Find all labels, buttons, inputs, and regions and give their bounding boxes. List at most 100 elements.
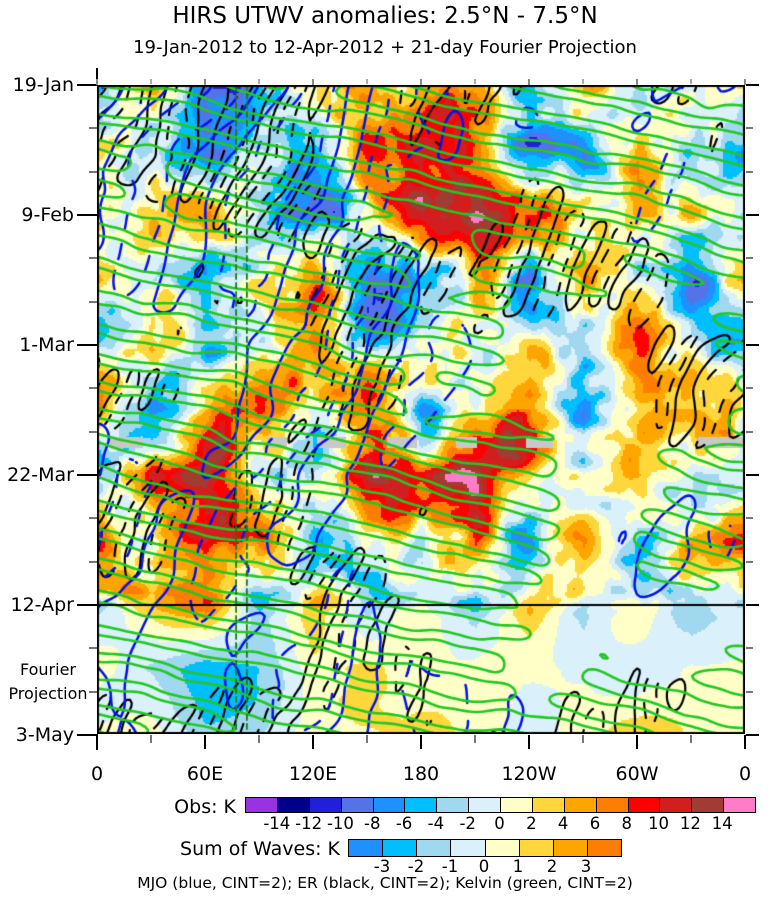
obs-colorbar-tick-label: -4 bbox=[427, 814, 445, 833]
y-major-tick-right bbox=[746, 344, 759, 346]
contour-legend-caption: MJO (blue, CINT=2); ER (black, CINT=2); … bbox=[137, 874, 633, 892]
obs-colorbar-tick-label: -10 bbox=[326, 814, 354, 833]
x-top-minor-tick bbox=[258, 79, 260, 84]
x-top-minor-tick bbox=[150, 79, 152, 84]
sum-colorbar-segment bbox=[382, 840, 417, 856]
obs-colorbar-segment bbox=[691, 798, 724, 812]
x-top-tick bbox=[636, 79, 638, 85]
x-top-minor-tick bbox=[582, 79, 584, 84]
sum-colorbar-segment bbox=[518, 840, 553, 856]
obs-colorbar-tick-label: -12 bbox=[295, 814, 323, 833]
y-major-tick-right bbox=[746, 474, 759, 476]
y-minor-tick-right bbox=[746, 300, 753, 303]
x-tick-label: 60E bbox=[186, 763, 224, 785]
sum-colorbar-segment bbox=[484, 840, 519, 856]
y-minor-tick bbox=[89, 127, 97, 130]
obs-colorbar-segment bbox=[627, 798, 660, 812]
y-minor-tick-right bbox=[746, 430, 753, 433]
y-tick-label: 1-Mar bbox=[19, 334, 74, 356]
y-tick-label: 12-Apr bbox=[10, 594, 75, 616]
x-top-minor-tick bbox=[690, 79, 692, 84]
y-major-tick bbox=[77, 84, 97, 86]
sum-colorbar-tick-label: -2 bbox=[407, 857, 425, 876]
x-major-tick bbox=[312, 735, 314, 749]
y-tick-label: 19-Jan bbox=[12, 74, 74, 96]
sum-colorbar-tick-label: 1 bbox=[512, 857, 524, 876]
y-minor-tick-right bbox=[746, 517, 753, 520]
obs-colorbar-segment bbox=[246, 798, 277, 812]
y-minor-tick-right bbox=[746, 127, 753, 130]
page-title: HIRS UTWV anomalies: 2.5°N - 7.5°N bbox=[172, 3, 598, 29]
obs-colorbar-tick-label: -8 bbox=[364, 814, 381, 833]
y-major-tick-right bbox=[746, 214, 759, 216]
obs-colorbar-segment bbox=[563, 798, 596, 812]
obs-colorbar-tick-label: -14 bbox=[263, 814, 291, 833]
hovmoller-plot-canvas bbox=[97, 85, 745, 734]
x-top-tick bbox=[744, 79, 746, 85]
y-tick-label: 3-May bbox=[15, 724, 74, 746]
obs-colorbar-segment bbox=[500, 798, 532, 812]
y-major-tick bbox=[77, 344, 97, 346]
obs-colorbar bbox=[245, 797, 756, 813]
obs-colorbar-tick-label: -6 bbox=[395, 814, 413, 833]
y-minor-tick bbox=[89, 170, 97, 173]
sum-colorbar-tick-label: -3 bbox=[373, 857, 391, 876]
y-major-tick-right bbox=[746, 734, 759, 736]
x-major-tick bbox=[744, 735, 746, 749]
y-major-tick bbox=[77, 604, 97, 606]
obs-colorbar-segment bbox=[340, 798, 373, 812]
x-tick-label: 60W bbox=[615, 763, 659, 785]
y-major-tick bbox=[77, 214, 97, 216]
obs-colorbar-label: Obs: K bbox=[174, 796, 236, 818]
obs-colorbar-segment bbox=[723, 798, 755, 812]
x-top-minor-tick bbox=[474, 79, 476, 84]
y-minor-tick-right bbox=[746, 560, 753, 563]
x-major-tick bbox=[636, 735, 638, 749]
obs-colorbar-segment bbox=[436, 798, 469, 812]
x-top-minor-tick bbox=[366, 79, 368, 84]
obs-colorbar-segment bbox=[659, 798, 692, 812]
y-minor-tick-right bbox=[746, 647, 753, 650]
x-major-tick bbox=[96, 735, 98, 749]
sum-colorbar-tick-label: -1 bbox=[441, 857, 459, 876]
y-minor-tick-right bbox=[746, 170, 753, 173]
x-top-tick bbox=[204, 79, 206, 85]
obs-colorbar-segment bbox=[276, 798, 309, 812]
x-tick-label: 120E bbox=[288, 763, 338, 785]
x-minor-tick bbox=[366, 735, 368, 743]
x-top-tick bbox=[96, 79, 98, 85]
x-top-tick bbox=[312, 79, 314, 85]
x-minor-tick bbox=[582, 735, 584, 743]
obs-colorbar-segment bbox=[372, 798, 405, 812]
y-minor-tick bbox=[89, 647, 97, 650]
x-minor-tick bbox=[150, 735, 152, 743]
y-minor-tick-right bbox=[746, 387, 753, 390]
y-major-tick bbox=[77, 474, 97, 476]
sum-colorbar-segment bbox=[586, 840, 621, 856]
x-tick-label: 120W bbox=[501, 763, 557, 785]
sum-colorbar bbox=[348, 839, 622, 857]
page-subtitle: 19-Jan-2012 to 12-Apr-2012 + 21-day Four… bbox=[133, 37, 637, 58]
y-minor-tick bbox=[89, 387, 97, 390]
x-minor-tick bbox=[690, 735, 692, 743]
y-tick-label: 9-Feb bbox=[21, 204, 74, 226]
sum-colorbar-tick-label: 0 bbox=[478, 857, 490, 876]
y-minor-tick-right bbox=[746, 690, 753, 693]
sum-colorbar-segment bbox=[552, 840, 587, 856]
y-minor-tick bbox=[89, 690, 97, 693]
x-minor-tick bbox=[474, 735, 476, 743]
obs-colorbar-tick-label: 14 bbox=[711, 814, 733, 833]
y-major-tick-right bbox=[746, 84, 759, 86]
obs-colorbar-segment bbox=[308, 798, 341, 812]
x-major-tick bbox=[204, 735, 206, 749]
x-tick-label: 180 bbox=[402, 763, 440, 785]
y-major-tick-right bbox=[746, 604, 759, 606]
obs-colorbar-tick-label: 2 bbox=[526, 814, 537, 833]
y-major-tick bbox=[77, 734, 97, 736]
obs-colorbar-tick-label: 4 bbox=[557, 814, 569, 833]
sum-colorbar-segment bbox=[450, 840, 485, 856]
x-top-tick bbox=[420, 79, 422, 85]
y-minor-tick bbox=[89, 300, 97, 303]
x-tick-label: 0 bbox=[90, 763, 104, 785]
obs-colorbar-segment bbox=[404, 798, 437, 812]
